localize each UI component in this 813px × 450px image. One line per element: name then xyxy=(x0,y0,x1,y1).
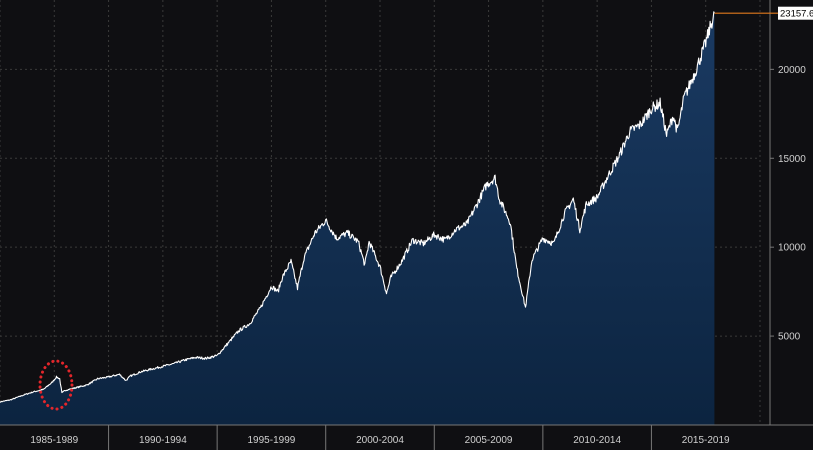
y-tick-label: 15000 xyxy=(778,154,806,165)
x-tick-label: 2015-2019 xyxy=(682,435,730,446)
x-tick-label: 2005-2009 xyxy=(465,435,513,446)
y-tick-label: 20000 xyxy=(778,65,806,76)
x-tick-label: 2010-2014 xyxy=(573,435,621,446)
last-value-label: 23157.60 xyxy=(780,9,813,20)
x-tick-label: 2000-2004 xyxy=(356,435,404,446)
y-axis: 5000 10000 15000 20000 xyxy=(769,0,806,425)
last-value-marker: 23157.60 xyxy=(714,6,813,20)
last-value-box xyxy=(778,6,813,20)
x-tick-label: 1990-1994 xyxy=(139,435,187,446)
x-tick-label: 1995-1999 xyxy=(248,435,296,446)
x-tick-label: 1985-1989 xyxy=(30,435,78,446)
y-tick-label: 5000 xyxy=(778,332,801,343)
series-line xyxy=(0,11,715,403)
series-area xyxy=(0,11,715,426)
y-tick-label: 10000 xyxy=(778,243,806,254)
crash-annotation-circle xyxy=(38,359,74,411)
x-axis: 1985-1989 1990-1994 1995-1999 2000-2004 2005… xyxy=(0,424,813,450)
